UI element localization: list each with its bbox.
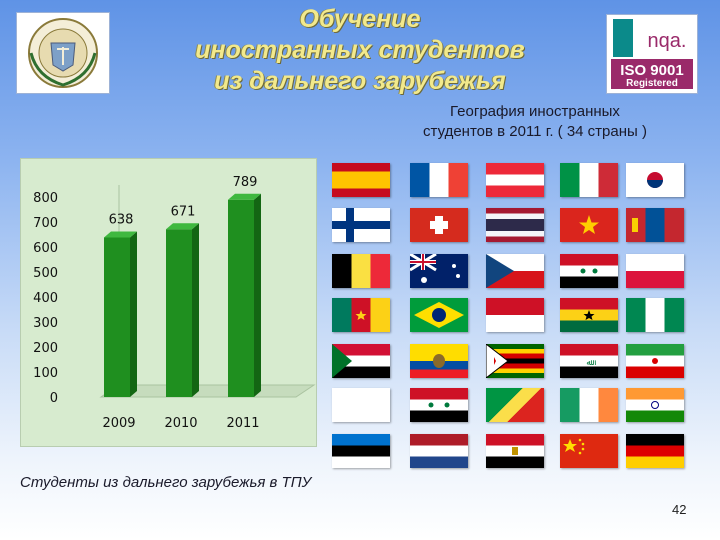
flag-australia-icon	[410, 254, 468, 288]
flag-nigeria-icon	[626, 298, 684, 332]
bar-value-label: 671	[171, 204, 196, 219]
subtitle-line: География иностранных	[450, 103, 620, 120]
bar	[228, 199, 254, 397]
flag-switzerland-icon	[410, 208, 468, 242]
bar-side	[254, 193, 261, 397]
flag-estonia-icon	[332, 434, 390, 468]
x-tick-label: 2009	[102, 416, 135, 431]
flag-sudan-icon	[332, 344, 390, 378]
iso-label: ISO 9001	[620, 62, 683, 79]
title-line: из дальнего зарубежья	[214, 67, 506, 95]
flag-iran-icon	[626, 344, 684, 378]
title-line: Обучение	[299, 5, 421, 33]
flag-austria-icon	[486, 163, 544, 197]
students-bar-chart: 0 100 200 300 400 500 600 700 800 638 2009 671 2010 7…	[20, 158, 317, 447]
flag-germany-icon	[626, 434, 684, 468]
flag-italy-icon	[560, 163, 618, 197]
flag-netherlands-icon	[410, 434, 468, 468]
flag-czech-republic-icon	[486, 254, 544, 288]
title-line: иностранных студентов	[195, 36, 525, 64]
svg-text:ﷲ: ﷲ	[587, 358, 597, 367]
bar-top	[228, 193, 261, 200]
footer-caption: Студенты из дальнего зарубежья в ТПУ	[20, 474, 312, 491]
flag-south-korea-icon	[626, 163, 684, 197]
x-tick-label: 2011	[226, 416, 259, 431]
flag-cameroon-icon	[332, 298, 390, 332]
page-number: 42	[672, 502, 687, 517]
flag-indonesia-icon	[486, 298, 544, 332]
flag-france-icon	[410, 163, 468, 197]
flag-belgium-icon	[332, 254, 390, 288]
y-tick-label: 700	[33, 216, 58, 231]
y-tick-label: 600	[33, 241, 58, 256]
y-tick-label: 0	[50, 391, 58, 406]
y-tick-label: 400	[33, 291, 58, 306]
registered-label: Registered	[626, 78, 678, 89]
flag-brazil-icon	[410, 298, 468, 332]
bar	[166, 229, 192, 397]
flag-ghana-icon	[560, 298, 618, 332]
y-tick-label: 300	[33, 316, 58, 331]
flag-syria-icon	[560, 254, 618, 288]
flag-ireland-icon	[560, 388, 618, 422]
flag-iraq-icon: ﷲ	[560, 344, 618, 378]
x-tick-label: 2010	[164, 416, 197, 431]
flag-syria-variant-icon	[410, 388, 468, 422]
flag-estonia-partial-icon	[332, 388, 390, 422]
flag-zimbabwe-icon	[486, 344, 544, 378]
flag-mongolia-icon	[626, 208, 684, 242]
y-tick-label: 800	[33, 191, 58, 206]
y-tick-label: 500	[33, 266, 58, 281]
bar-side	[130, 231, 137, 397]
university-seal-logo	[16, 12, 110, 94]
subtitle-line: студентов в 2011 г. ( 34 страны )	[423, 123, 647, 140]
flag-finland-icon	[332, 208, 390, 242]
bar	[104, 237, 130, 397]
bar-top	[166, 223, 199, 230]
flag-ecuador-icon	[410, 344, 468, 378]
nqa-label: nqa.	[648, 30, 687, 52]
flag-spain-icon	[332, 163, 390, 197]
bar-top	[104, 231, 137, 238]
bar-value-label: 638	[109, 213, 134, 228]
flag-thailand-icon	[486, 208, 544, 242]
flag-congo-icon	[486, 388, 544, 422]
bar-value-label: 789	[233, 175, 258, 190]
flag-egypt-icon	[486, 434, 544, 468]
flag-vietnam-icon	[560, 208, 618, 242]
bar-side	[192, 223, 199, 397]
flag-india-icon	[626, 388, 684, 422]
iso-9001-logo: nqa. ISO 9001 Registered	[606, 14, 698, 94]
y-tick-label: 200	[33, 341, 58, 356]
chart-canvas: 0 100 200 300 400 500 600 700 800 638 2009 671 2010 7…	[33, 175, 316, 431]
flag-poland-icon	[626, 254, 684, 288]
flag-china-icon	[560, 434, 618, 468]
y-tick-label: 100	[33, 366, 58, 381]
geography-subtitle: География иностранных студентов в 2011 г…	[360, 102, 710, 142]
slide-title: Обучение иностранных студентов из дальне…	[160, 4, 560, 97]
